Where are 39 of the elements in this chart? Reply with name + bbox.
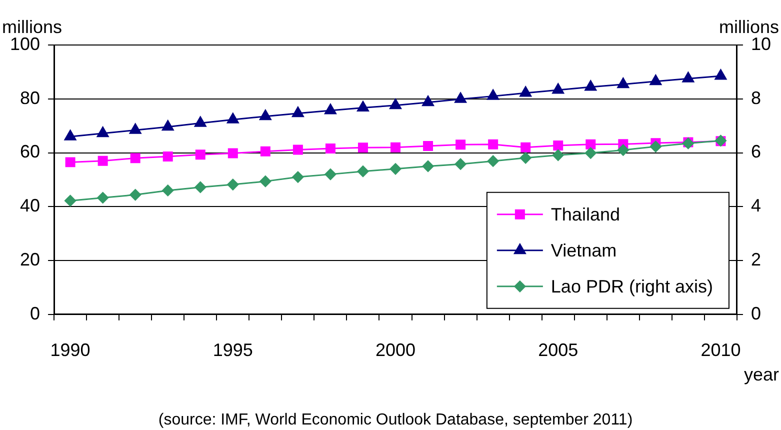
point xyxy=(617,144,629,156)
y2-tick-label: 2 xyxy=(750,249,761,270)
y-tick-label: 60 xyxy=(20,142,40,162)
x-tick-label: 2005 xyxy=(538,340,578,360)
point xyxy=(390,163,402,175)
point xyxy=(520,152,532,164)
y2-tick-label: 6 xyxy=(750,142,761,162)
point xyxy=(162,184,174,196)
point xyxy=(487,155,499,167)
y2-tick-label: 8 xyxy=(750,88,761,108)
point xyxy=(194,181,206,193)
point xyxy=(422,160,434,172)
x-tick-label: 2000 xyxy=(375,340,416,360)
y2-tick-label: 4 xyxy=(750,196,761,216)
point xyxy=(650,140,662,152)
point xyxy=(454,158,466,170)
point xyxy=(64,194,76,206)
text: (source: IMF, World Economic Outlook Database, september 2011) xyxy=(158,411,633,428)
point xyxy=(130,189,142,201)
x-tick-label: 2010 xyxy=(700,340,741,360)
y-tick-label: 80 xyxy=(20,88,40,108)
x-tick-label: 1990 xyxy=(50,340,90,360)
x-tick-label: 1995 xyxy=(212,340,253,360)
legend-label: Vietnam xyxy=(550,240,617,260)
y-tick-label: 20 xyxy=(20,249,40,270)
point xyxy=(97,192,109,204)
x-axis-title: year xyxy=(744,364,780,384)
point xyxy=(584,147,596,159)
point xyxy=(260,176,272,188)
y-tick-label: 0 xyxy=(30,303,40,324)
legend-label: Lao PDR (right axis) xyxy=(550,276,713,296)
point xyxy=(324,168,336,180)
point xyxy=(552,149,564,161)
point xyxy=(292,171,304,183)
point xyxy=(227,178,239,190)
y-tick-label: 40 xyxy=(20,196,40,216)
y2-tick-label: 0 xyxy=(750,303,761,324)
legend-label: Thailand xyxy=(550,204,620,224)
point xyxy=(357,166,369,178)
